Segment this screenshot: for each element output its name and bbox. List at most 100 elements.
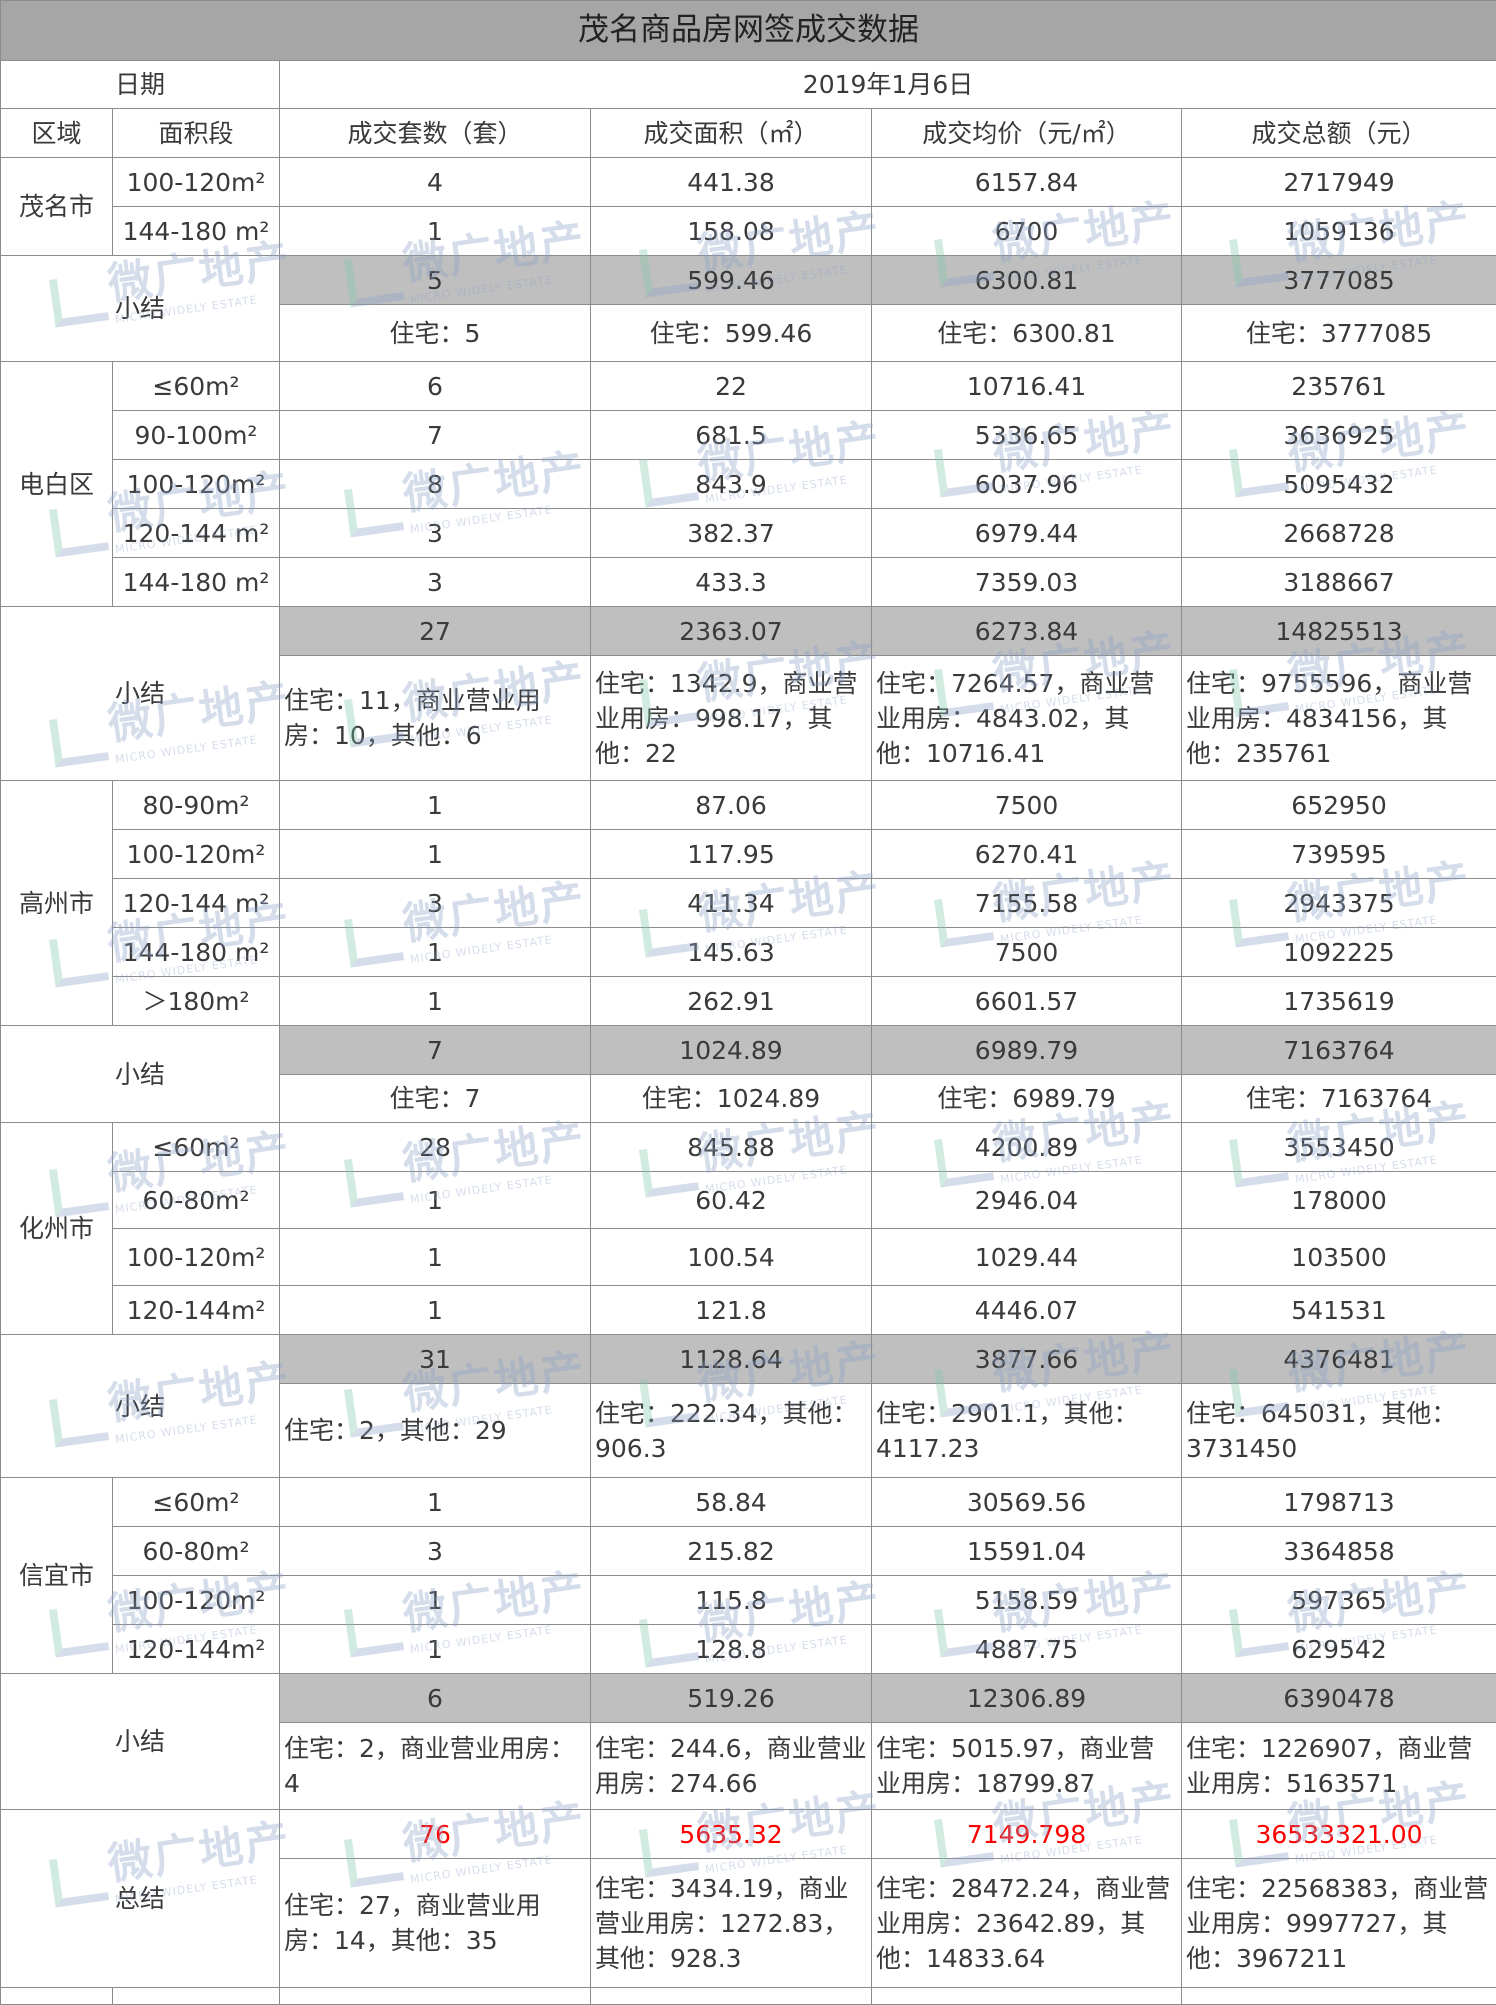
- area-range: 90-100m²: [113, 411, 280, 460]
- subtotal-breakdown-amount: 住宅：645031，其他：3731450: [1182, 1384, 1496, 1478]
- cell-area: 87.06: [591, 781, 872, 830]
- subtotal-breakdown-count: 住宅：2，商业营业用房：4: [280, 1723, 591, 1810]
- empty-cell: [1182, 1988, 1496, 2005]
- cell-count: 8: [280, 460, 591, 509]
- column-header: 成交套数（套）: [280, 109, 591, 158]
- date-value: 2019年1月6日: [280, 61, 1496, 109]
- area-range: 100-120m²: [113, 158, 280, 207]
- cell-count: 1: [280, 207, 591, 256]
- column-header: 成交总额（元）: [1182, 109, 1496, 158]
- cell-area: 215.82: [591, 1527, 872, 1576]
- subtotal-amount: 3777085: [1182, 256, 1496, 305]
- cell-amount: 178000: [1182, 1172, 1496, 1229]
- region-name: 信宜市: [1, 1478, 113, 1674]
- cell-amount: 1735619: [1182, 977, 1496, 1026]
- subtotal-breakdown-amount: 住宅：1226907，商业营业用房：5163571: [1182, 1723, 1496, 1810]
- cell-count: 1: [280, 977, 591, 1026]
- subtotal-label: 小结: [1, 256, 280, 362]
- cell-price: 6979.44: [872, 509, 1182, 558]
- cell-area: 441.38: [591, 158, 872, 207]
- cell-area: 382.37: [591, 509, 872, 558]
- cell-count: 7: [280, 411, 591, 460]
- cell-amount: 2943375: [1182, 879, 1496, 928]
- column-header: 面积段: [113, 109, 280, 158]
- cell-area: 843.9: [591, 460, 872, 509]
- subtotal-breakdown-amount: 住宅：3777085: [1182, 305, 1496, 362]
- cell-price: 6157.84: [872, 158, 1182, 207]
- cell-area: 58.84: [591, 1478, 872, 1527]
- subtotal-breakdown-area: 住宅：244.6，商业营业用房：274.66: [591, 1723, 872, 1810]
- cell-amount: 1798713: [1182, 1478, 1496, 1527]
- subtotal-breakdown-area: 住宅：1342.9，商业营业用房：998.17，其他：22: [591, 656, 872, 781]
- cell-amount: 3636925: [1182, 411, 1496, 460]
- cell-amount: 629542: [1182, 1625, 1496, 1674]
- total-amount: 36533321.00: [1182, 1810, 1496, 1859]
- cell-area: 117.95: [591, 830, 872, 879]
- cell-price: 7500: [872, 781, 1182, 830]
- subtotal-area: 599.46: [591, 256, 872, 305]
- cell-count: 1: [280, 928, 591, 977]
- total-breakdown-area: 住宅：3434.19，商业营业用房：1272.83，其他：928.3: [591, 1859, 872, 1988]
- subtotal-breakdown-price: 住宅：6300.81: [872, 305, 1182, 362]
- cell-count: 1: [280, 1478, 591, 1527]
- cell-area: 128.8: [591, 1625, 872, 1674]
- subtotal-price: 6273.84: [872, 607, 1182, 656]
- area-range: 60-80m²: [113, 1172, 280, 1229]
- cell-amount: 3553450: [1182, 1123, 1496, 1172]
- area-range: 60-80m²: [113, 1527, 280, 1576]
- cell-price: 4200.89: [872, 1123, 1182, 1172]
- region-name: 高州市: [1, 781, 113, 1026]
- cell-area: 158.08: [591, 207, 872, 256]
- cell-amount: 2717949: [1182, 158, 1496, 207]
- column-header: 成交均价（元/㎡）: [872, 109, 1182, 158]
- area-range: 144-180 m²: [113, 558, 280, 607]
- subtotal-breakdown-price: 住宅：7264.57，商业营业用房：4843.02，其他：10716.41: [872, 656, 1182, 781]
- column-header: 成交面积（㎡）: [591, 109, 872, 158]
- cell-count: 1: [280, 1229, 591, 1286]
- cell-count: 3: [280, 558, 591, 607]
- cell-amount: 3188667: [1182, 558, 1496, 607]
- cell-price: 1029.44: [872, 1229, 1182, 1286]
- cell-price: 30569.56: [872, 1478, 1182, 1527]
- area-range: ＞180m²: [113, 977, 280, 1026]
- subtotal-count: 27: [280, 607, 591, 656]
- cell-area: 433.3: [591, 558, 872, 607]
- area-range: 120-144 m²: [113, 879, 280, 928]
- cell-count: 3: [280, 509, 591, 558]
- table-row: [1, 1988, 1496, 2005]
- region-name: 茂名市: [1, 158, 113, 256]
- subtotal-count: 31: [280, 1335, 591, 1384]
- cell-area: 22: [591, 362, 872, 411]
- subtotal-breakdown-amount: 住宅：7163764: [1182, 1075, 1496, 1123]
- subtotal-breakdown-area: 住宅：1024.89: [591, 1075, 872, 1123]
- cell-price: 2946.04: [872, 1172, 1182, 1229]
- cell-area: 60.42: [591, 1172, 872, 1229]
- cell-amount: 5095432: [1182, 460, 1496, 509]
- region-name: 化州市: [1, 1123, 113, 1335]
- area-range: 100-120m²: [113, 830, 280, 879]
- empty-cell: [591, 1988, 872, 2005]
- cell-price: 10716.41: [872, 362, 1182, 411]
- cell-amount: 235761: [1182, 362, 1496, 411]
- cell-area: 100.54: [591, 1229, 872, 1286]
- table-title: 茂名商品房网签成交数据: [1, 1, 1496, 61]
- cell-count: 6: [280, 362, 591, 411]
- total-breakdown-count: 住宅：27，商业营业用房：14，其他：35: [280, 1859, 591, 1988]
- empty-cell: [113, 1988, 280, 2005]
- area-range: 120-144 m²: [113, 509, 280, 558]
- cell-count: 1: [280, 1286, 591, 1335]
- cell-price: 6601.57: [872, 977, 1182, 1026]
